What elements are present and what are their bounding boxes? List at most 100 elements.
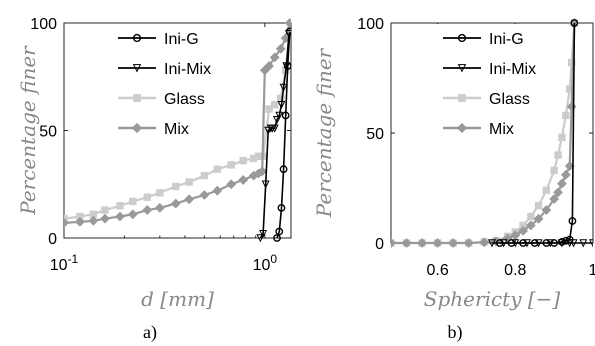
data-point-mix [115, 211, 125, 222]
data-point-ini-g [561, 236, 570, 245]
y-tick-label: 50 [39, 124, 57, 141]
data-point-ini-g [530, 239, 539, 247]
legend-marker [132, 64, 142, 73]
data-point-glass [567, 58, 576, 67]
legend-marker [131, 122, 143, 134]
legend-label-mix: Mix [489, 121, 514, 138]
data-point-glass [271, 101, 279, 109]
data-point-mix [557, 178, 567, 189]
y-axis-label: Percentage finer [312, 47, 336, 218]
data-point-mix [64, 218, 69, 228]
legend-label-glass: Glass [164, 91, 205, 108]
legend-marker [457, 64, 467, 73]
data-point-ini-mix [275, 111, 284, 120]
legend-label-ini-g: Ini-G [164, 31, 199, 48]
data-point-mix [226, 179, 237, 190]
data-point-glass [558, 133, 566, 142]
data-point-glass [227, 161, 235, 169]
data-point-glass [542, 186, 551, 194]
data-point-ini-mix [487, 239, 497, 248]
y-tick-label: 100 [357, 16, 384, 33]
data-point-ini-g [275, 227, 284, 236]
panel-2: 0 50 100 0.6 0.8 1 Percentage finer Sphericty [… [312, 16, 595, 343]
y-tick-label: 0 [48, 231, 57, 248]
data-point-mix [74, 216, 85, 227]
data-point-ini-mix [270, 124, 279, 133]
data-point-mix [257, 166, 268, 177]
data-point-mix [549, 194, 560, 204]
x-tick-label: 0.8 [504, 262, 526, 279]
data-point-mix [560, 169, 571, 180]
data-point-glass [200, 171, 209, 180]
data-point-glass [116, 202, 124, 210]
data-point-ini-g [570, 19, 579, 27]
data-point-ini-g [495, 239, 504, 247]
data-point-ini-mix [259, 230, 268, 239]
data-point-mix [238, 175, 249, 185]
data-point-glass [172, 182, 180, 191]
x-tick-label: 1 [589, 262, 595, 279]
data-point-glass [265, 105, 273, 113]
data-point-glass [554, 151, 562, 159]
legend-marker [456, 122, 468, 134]
data-point-ini-g [285, 27, 291, 36]
x-axis-label: Sphericty [−] [424, 287, 561, 311]
data-point-mix [100, 213, 110, 224]
legend-marker [457, 33, 467, 43]
data-point-mix [525, 220, 536, 231]
data-point-mix [479, 237, 490, 248]
data-point-mix [127, 209, 138, 220]
legend-label-ini-g: Ini-G [489, 31, 524, 48]
data-point-mix [448, 238, 459, 248]
legend-label-ini-mix: Ini-Mix [489, 61, 536, 78]
data-point-glass [562, 111, 570, 120]
x-axis-label: d [mm] [141, 287, 214, 311]
data-point-glass [143, 193, 152, 201]
data-point-ini-mix [261, 180, 270, 189]
legend: Ini-G Ini-Mix Glass Mix [112, 24, 230, 152]
data-point-glass [156, 189, 164, 197]
series-layer [64, 18, 291, 243]
data-point-ini-g [558, 237, 566, 246]
data-point-glass [129, 197, 137, 206]
data-point-glass [239, 156, 247, 165]
data-point-ini-mix [588, 239, 593, 248]
data-point-mix [533, 213, 544, 224]
y-tick-label: 0 [375, 236, 384, 253]
y-axis-label: Percentage finer [16, 45, 40, 216]
data-point-mix [541, 205, 552, 215]
data-point-ini-g [279, 165, 288, 174]
panel-1: 0 50 100 10-1 100 Percentage finer d [mm] a) Ini… [16, 16, 292, 343]
data-point-ini-mix [279, 83, 288, 92]
data-point-mix [518, 225, 528, 236]
data-point-ini-g [273, 234, 281, 242]
data-point-glass [64, 214, 68, 223]
data-point-mix [184, 194, 195, 205]
legend-label-glass: Glass [489, 91, 530, 108]
data-point-mix [154, 202, 165, 213]
data-point-ini-mix [273, 116, 282, 125]
legend-label-mix: Mix [164, 121, 189, 138]
data-point-mix [264, 61, 274, 71]
data-point-ini-mix [277, 101, 286, 110]
y-tick-label: 100 [30, 16, 57, 33]
data-point-mix [566, 101, 577, 112]
data-point-mix [417, 238, 427, 248]
data-point-ini-mix [579, 239, 588, 248]
data-point-glass [534, 201, 543, 210]
panel-label: a) [143, 322, 157, 343]
data-point-mix [88, 215, 99, 226]
data-point-glass [527, 212, 535, 221]
data-point-mix [391, 238, 396, 248]
data-point-ini-g [283, 62, 291, 70]
data-point-mix [401, 238, 412, 248]
data-point-ini-g [281, 111, 290, 120]
data-point-ini-g [550, 239, 559, 247]
data-point-ini-g [507, 239, 516, 247]
data-point-mix [463, 238, 474, 248]
data-point-mix [199, 190, 210, 200]
data-point-ini-g [519, 239, 527, 247]
data-point-mix [269, 52, 280, 63]
data-point-glass [550, 166, 558, 175]
